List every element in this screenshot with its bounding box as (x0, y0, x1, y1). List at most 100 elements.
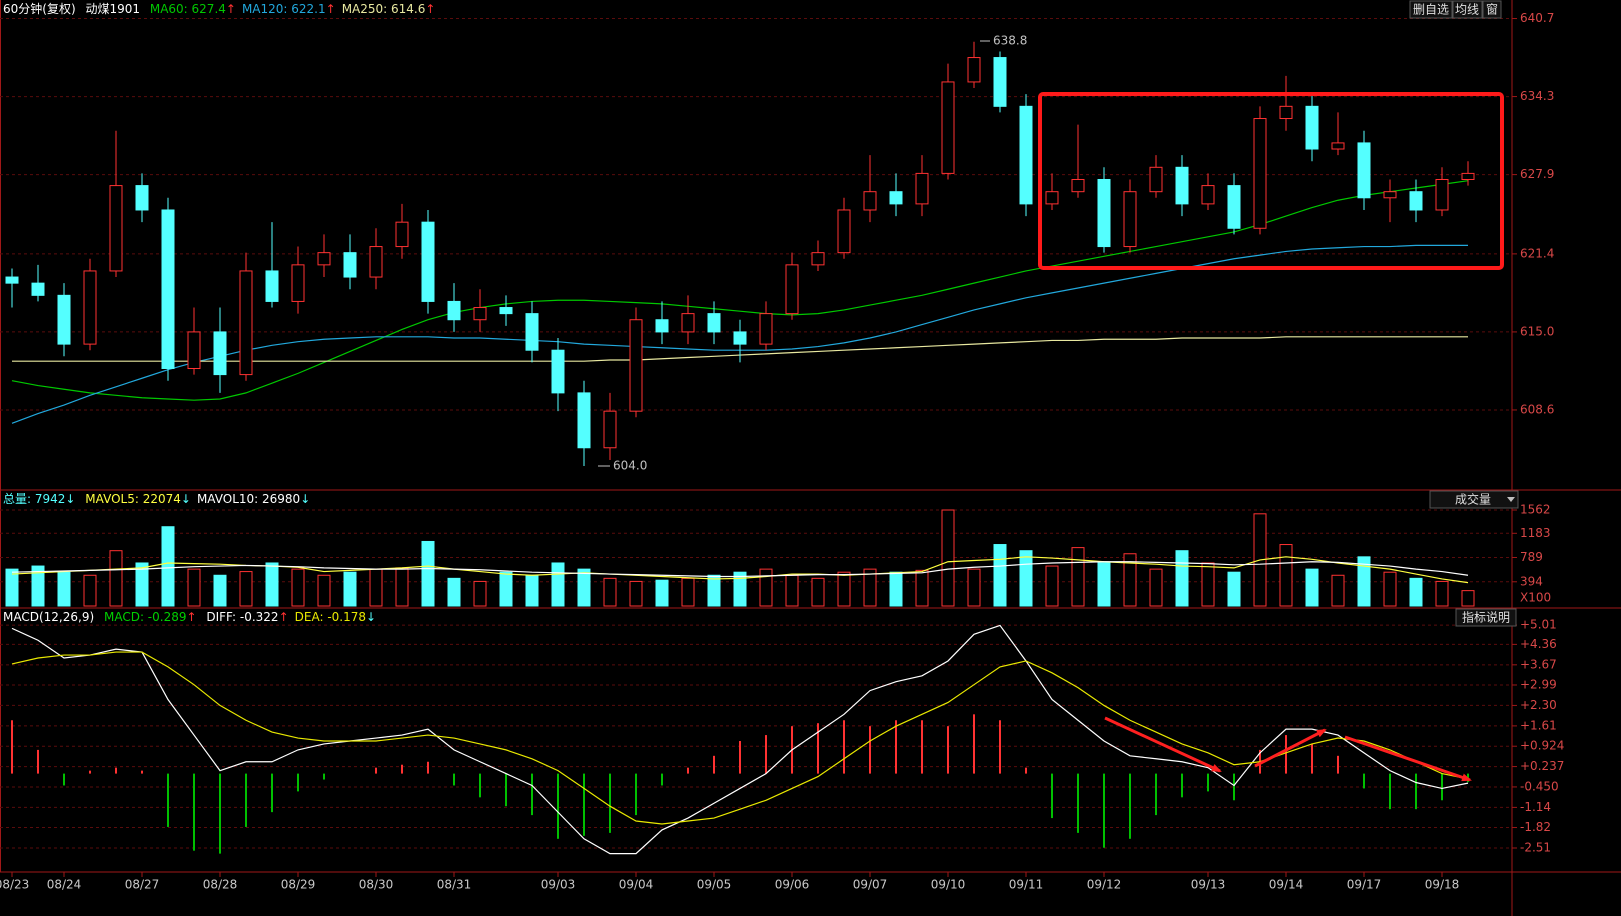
highlight-box (1038, 92, 1504, 270)
x-tick-label: 09/14 (1269, 878, 1304, 892)
legend-arrow: ↑ (326, 2, 336, 16)
y-tick-label: +2.30 (1520, 698, 1557, 712)
indicator-select[interactable] (1429, 490, 1519, 509)
y-tick-label: -1.82 (1520, 820, 1551, 834)
y-tick-label: 608.6 (1520, 402, 1554, 416)
y-tick-label: -2.51 (1520, 840, 1551, 854)
button[interactable] (1452, 0, 1483, 19)
candle-body (1097, 178, 1111, 248)
candle-body (161, 209, 175, 369)
x-tick-label: 08/28 (203, 878, 238, 892)
y-tick-label: 789 (1520, 550, 1543, 564)
help-label[interactable]: 指标说明 (1462, 610, 1510, 625)
candle-body (1409, 191, 1423, 211)
symbol-label: 动煤1901 (85, 2, 140, 16)
y-tick-label: 634.3 (1520, 89, 1554, 103)
x-tick-label: 09/18 (1425, 878, 1460, 892)
button-label[interactable]: 删自选 (1413, 3, 1449, 17)
candle-body (1227, 185, 1241, 229)
button[interactable] (1409, 0, 1453, 19)
candle-body (1435, 178, 1449, 211)
volume-bar (1019, 550, 1033, 607)
candle-body (31, 282, 45, 296)
legend-entry: DEA: -0.178 (295, 610, 366, 624)
y-tick-label: 394 (1520, 574, 1543, 588)
volume-bar (1123, 553, 1137, 607)
legend-entry: MA250: 614.6 (342, 2, 426, 16)
y-tick-label: 1562 (1520, 503, 1551, 517)
volume-bar (733, 571, 747, 607)
volume-bar (343, 571, 357, 607)
legend-arrow: ↓ (366, 610, 376, 624)
volume-bar (291, 568, 305, 607)
button[interactable] (1482, 0, 1502, 19)
select-label[interactable]: 成交量 (1455, 492, 1491, 507)
y-tick-label: +3.67 (1520, 657, 1557, 671)
period-label: 60分钟(复权) (3, 1, 76, 16)
candle-body (1331, 142, 1345, 150)
legend-entry: MA120: 622.1 (242, 2, 326, 16)
volume-bar (1097, 562, 1111, 607)
dropdown-caret[interactable] (1507, 497, 1515, 502)
legend-entry: MAVOL10: 26980 (197, 492, 300, 506)
candle-body (421, 221, 435, 302)
x-tick-label: 09/11 (1009, 878, 1044, 892)
ma-line (11, 624, 1469, 855)
candle-body (57, 294, 71, 345)
candle-body (993, 57, 1007, 107)
y-tick-label: 627.9 (1520, 167, 1554, 181)
volume-bar (993, 544, 1007, 607)
arrow: ↑ (186, 610, 196, 624)
volume-bar (1331, 574, 1345, 607)
volume-bar (213, 574, 227, 607)
button-label[interactable]: 窗 (1486, 3, 1498, 17)
volume-bar (447, 577, 461, 607)
y-tick-label: +1.61 (1520, 718, 1557, 732)
candle-body (239, 270, 253, 376)
candle-body (1279, 105, 1293, 120)
x-tick-label: 08/31 (437, 878, 472, 892)
candle-body (395, 221, 409, 248)
divergence-arrow (1104, 716, 1222, 773)
candle-body (473, 307, 487, 321)
volume-legend: 总量: 7942↓ MAVOL5: 22074↓ MAVOL10: 26980↓ (3, 492, 310, 506)
y-tick-label: +2.99 (1520, 677, 1557, 691)
volume-bar (1175, 550, 1189, 607)
volume-bar (83, 574, 97, 607)
candle-body (811, 252, 825, 266)
headers: 60分钟(复权) 动煤1901 MA60: 627.4↑ MA120: 622.1… (3, 1, 435, 624)
volume-bar (499, 571, 513, 607)
volume-bar (135, 562, 149, 607)
legend-arrow: ↑ (425, 2, 435, 16)
volume-bar (1435, 580, 1449, 607)
x-tick-label: 08/23 (0, 878, 29, 892)
button-label[interactable]: 均线 (1455, 3, 1479, 17)
volume-bar (265, 562, 279, 607)
volume-bar (1227, 571, 1241, 607)
candle-body (109, 185, 123, 272)
x-tick-label: 09/06 (775, 878, 810, 892)
candle-body (1305, 105, 1319, 150)
price-legend: 60分钟(复权) 动煤1901 MA60: 627.4↑ MA120: 622.1… (3, 1, 435, 16)
volume-bar (1357, 556, 1371, 607)
volume-bar (655, 579, 669, 607)
candle-body (447, 300, 461, 321)
volume-bar (57, 571, 71, 607)
volume-bar (421, 540, 435, 607)
candle-body (1357, 142, 1371, 199)
x-tick-label: 09/13 (1191, 878, 1226, 892)
x-tick-label: 09/05 (697, 878, 732, 892)
candle-body (551, 349, 565, 394)
high-annotation: 638.8 (993, 34, 1027, 48)
candle-body (681, 313, 695, 333)
legend-entry: DIFF: -0.322 (206, 610, 278, 624)
candle-body (1045, 191, 1059, 205)
y-tick-label: -1.14 (1520, 800, 1551, 814)
legend-arrow: ↓ (181, 492, 191, 506)
help-button[interactable] (1455, 608, 1517, 627)
legend-arrow: ↓ (300, 492, 310, 506)
volume-bar (473, 580, 487, 607)
candle-body (759, 313, 773, 345)
